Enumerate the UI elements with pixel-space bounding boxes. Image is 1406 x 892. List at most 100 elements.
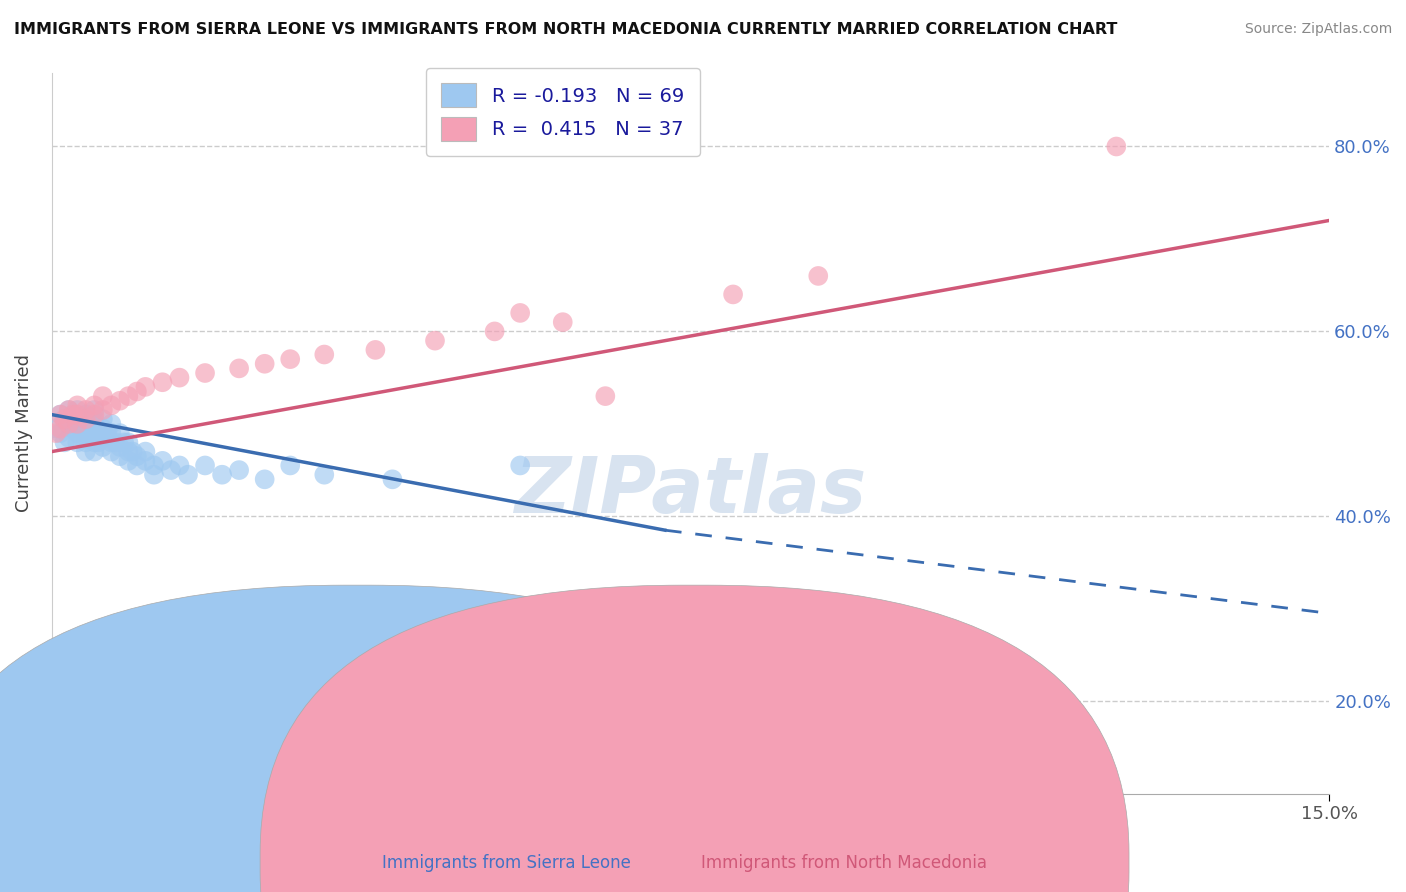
Point	[364, 343, 387, 357]
Point	[134, 380, 156, 394]
Point	[314, 467, 336, 482]
Point	[117, 454, 139, 468]
Point	[75, 444, 97, 458]
Point	[70, 431, 93, 445]
Point	[152, 454, 174, 468]
Point	[66, 417, 89, 431]
Point	[100, 444, 122, 458]
Point	[75, 403, 97, 417]
Point	[83, 408, 105, 422]
Point	[125, 458, 148, 473]
Point	[253, 472, 276, 486]
Point	[117, 389, 139, 403]
Point	[1105, 139, 1128, 153]
Point	[58, 403, 80, 417]
Y-axis label: Currently Married: Currently Married	[15, 354, 32, 512]
Point	[66, 403, 89, 417]
Point	[83, 435, 105, 450]
Point	[177, 467, 200, 482]
Point	[75, 426, 97, 441]
Point	[62, 408, 84, 422]
Point	[211, 467, 233, 482]
Point	[108, 440, 131, 454]
Point	[807, 268, 830, 283]
Point	[70, 412, 93, 426]
Point	[595, 389, 617, 403]
Point	[70, 421, 93, 435]
Point	[121, 444, 143, 458]
Point	[66, 435, 89, 450]
Point	[637, 736, 659, 750]
Point	[100, 417, 122, 431]
Point	[96, 426, 118, 441]
Point	[278, 458, 301, 473]
Point	[62, 421, 84, 435]
Point	[509, 306, 531, 320]
Point	[58, 431, 80, 445]
Point	[83, 398, 105, 412]
Point	[49, 426, 72, 441]
Point	[66, 408, 89, 422]
Point	[100, 426, 122, 441]
Point	[75, 435, 97, 450]
Point	[117, 444, 139, 458]
Point	[49, 408, 72, 422]
Legend: R = -0.193   N = 69, R =  0.415   N = 37: R = -0.193 N = 69, R = 0.415 N = 37	[426, 68, 700, 156]
Point	[45, 426, 67, 441]
Point	[75, 412, 97, 426]
Point	[509, 458, 531, 473]
Point	[83, 403, 105, 417]
Point	[49, 421, 72, 435]
Point	[228, 463, 250, 477]
Point	[79, 412, 101, 426]
Point	[484, 325, 506, 339]
Point	[142, 458, 165, 473]
Point	[75, 417, 97, 431]
Point	[87, 435, 110, 450]
Point	[53, 412, 76, 426]
Point	[152, 376, 174, 390]
Point	[108, 393, 131, 408]
Point	[53, 412, 76, 426]
Point	[91, 403, 114, 417]
Text: Immigrants from North Macedonia: Immigrants from North Macedonia	[700, 855, 987, 872]
Point	[91, 421, 114, 435]
Point	[79, 421, 101, 435]
Text: Source: ZipAtlas.com: Source: ZipAtlas.com	[1244, 22, 1392, 37]
Point	[381, 472, 404, 486]
Point	[117, 435, 139, 450]
Point	[108, 449, 131, 463]
Point	[169, 458, 191, 473]
Point	[58, 417, 80, 431]
Point	[160, 463, 183, 477]
Point	[142, 467, 165, 482]
Point	[721, 287, 744, 301]
Point	[314, 347, 336, 361]
Point	[53, 435, 76, 450]
Point	[125, 449, 148, 463]
Point	[66, 426, 89, 441]
Point	[194, 366, 217, 380]
Point	[83, 417, 105, 431]
Point	[551, 315, 574, 329]
Point	[228, 361, 250, 376]
Point	[87, 426, 110, 441]
Point	[91, 440, 114, 454]
Point	[169, 370, 191, 384]
Point	[66, 417, 89, 431]
Point	[134, 454, 156, 468]
Text: IMMIGRANTS FROM SIERRA LEONE VS IMMIGRANTS FROM NORTH MACEDONIA CURRENTLY MARRIE: IMMIGRANTS FROM SIERRA LEONE VS IMMIGRAN…	[14, 22, 1118, 37]
Point	[75, 408, 97, 422]
Point	[45, 421, 67, 435]
Point	[104, 435, 127, 450]
Point	[91, 412, 114, 426]
Point	[112, 435, 135, 450]
Point	[49, 408, 72, 422]
Point	[83, 444, 105, 458]
Point	[108, 426, 131, 441]
Point	[125, 384, 148, 399]
Point	[100, 398, 122, 412]
Point	[58, 403, 80, 417]
Point	[194, 458, 217, 473]
Point	[58, 417, 80, 431]
